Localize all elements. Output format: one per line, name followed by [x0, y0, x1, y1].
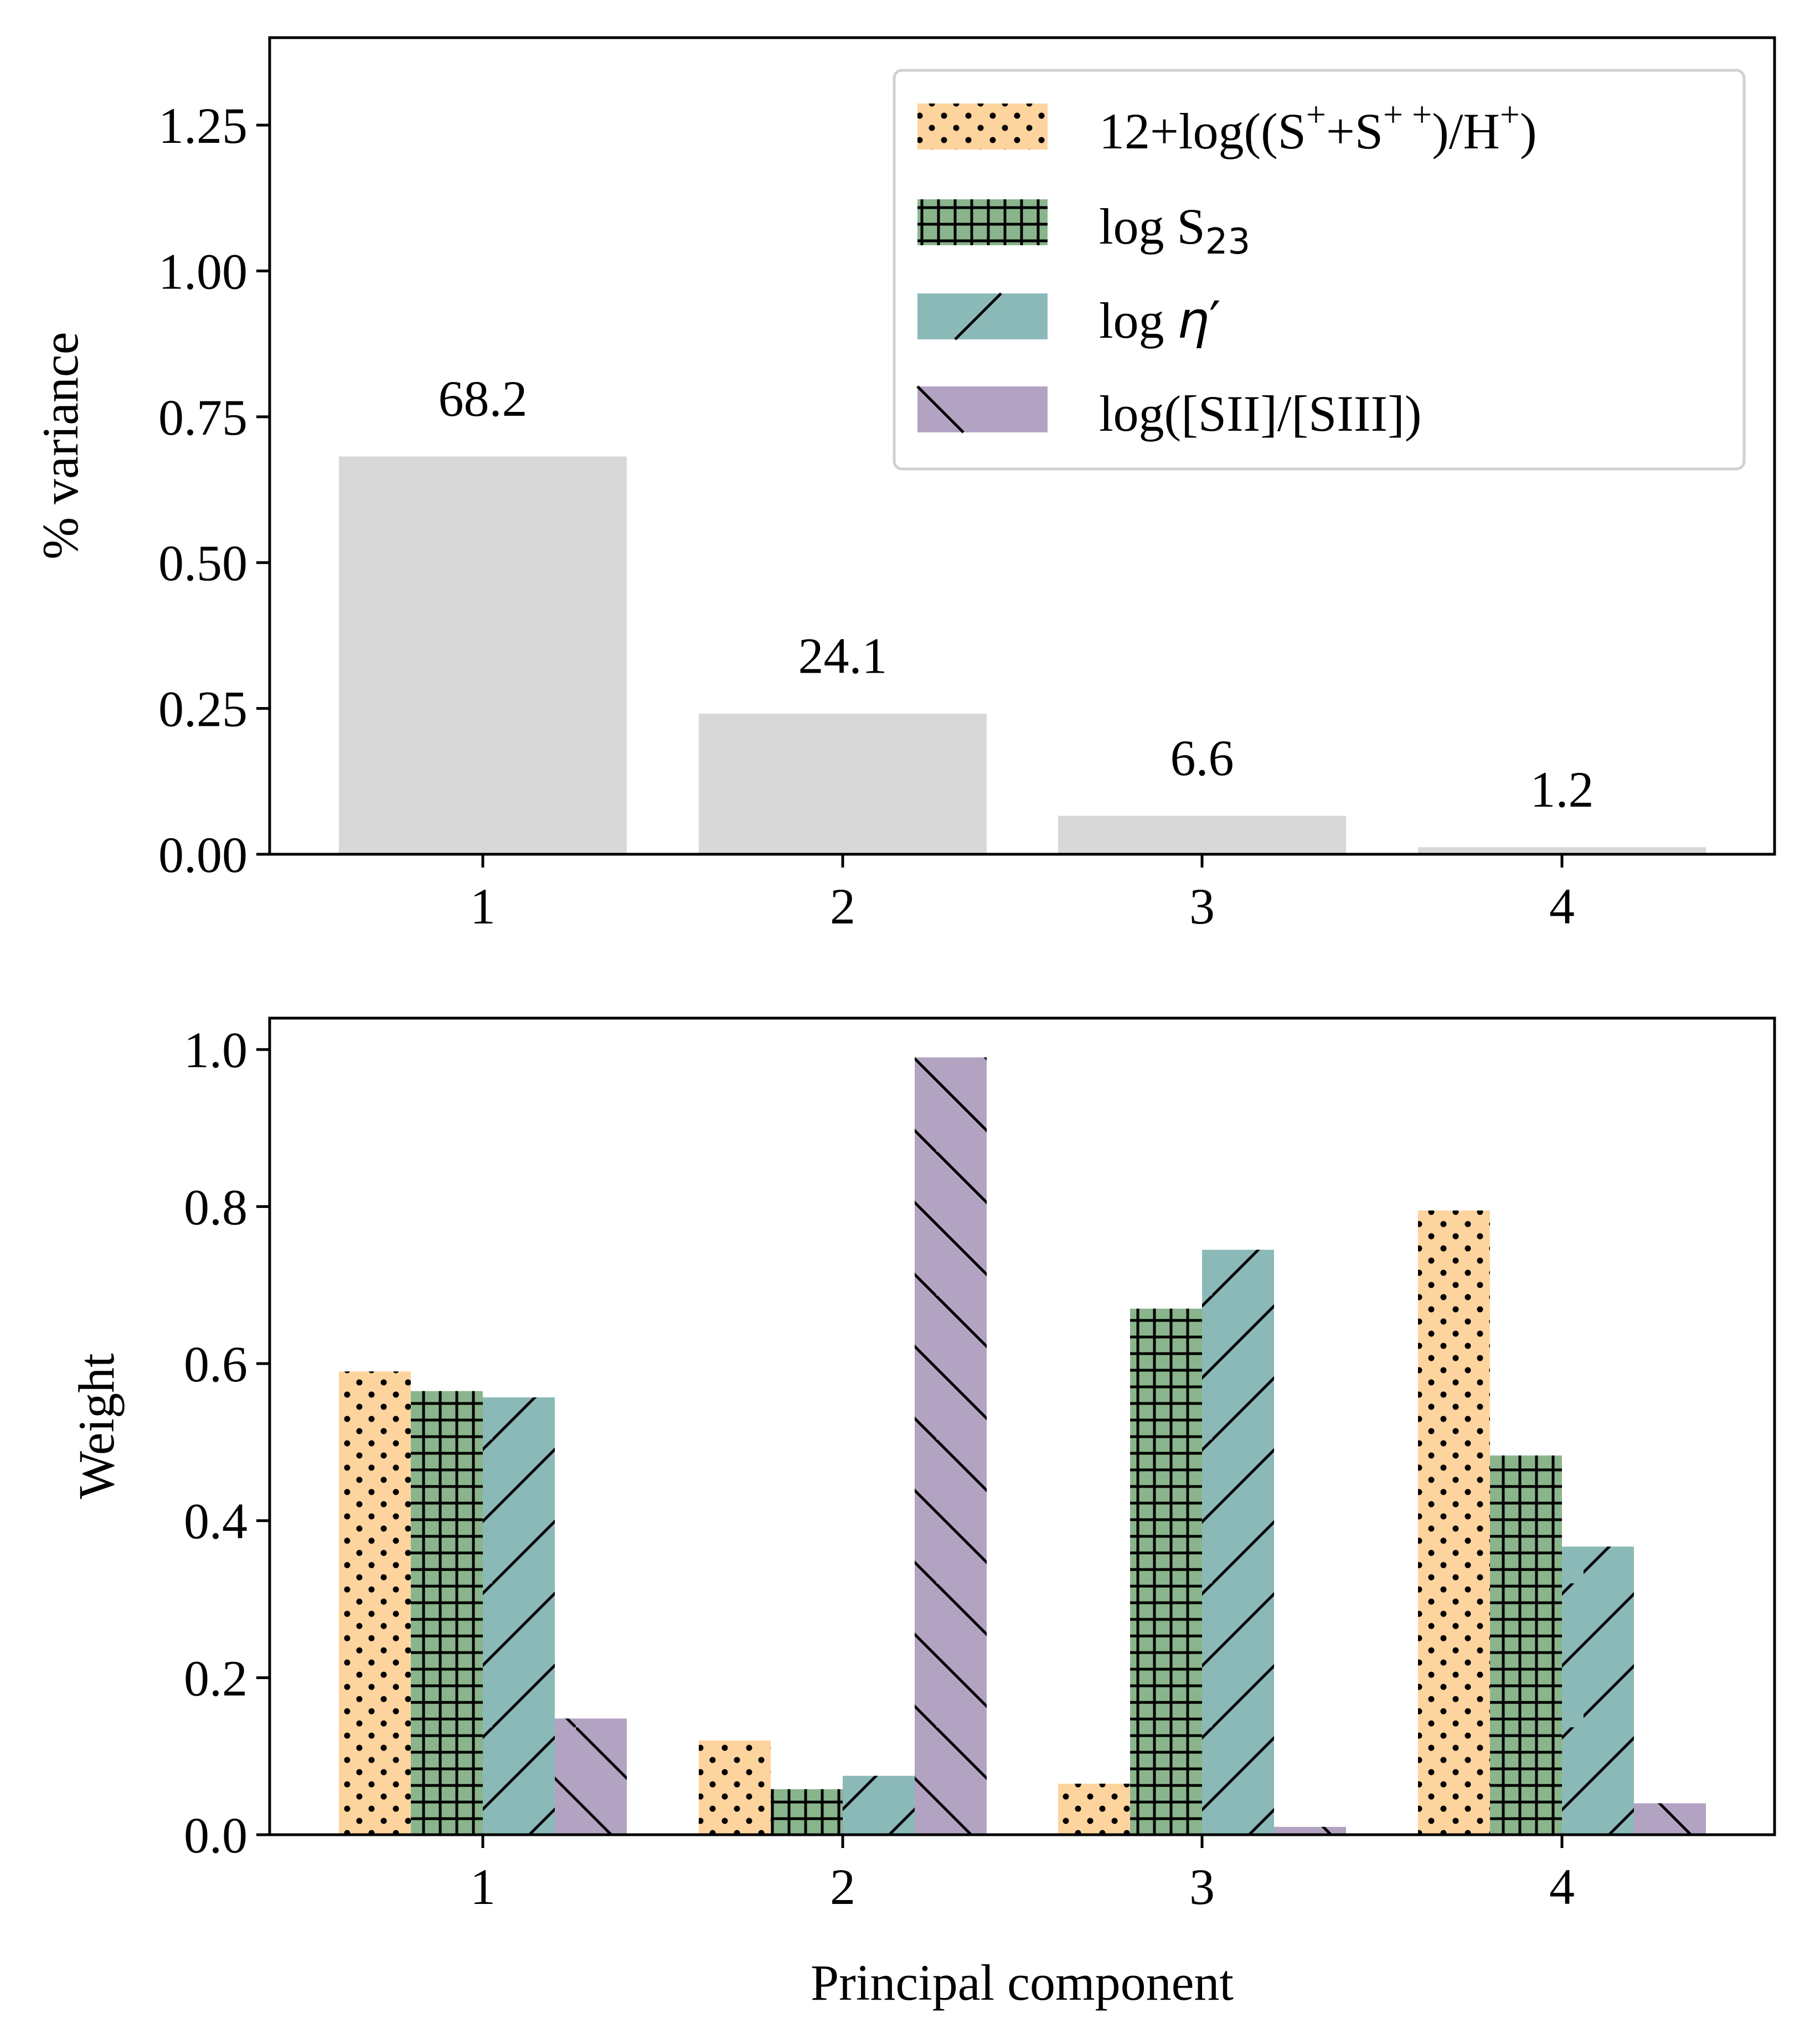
weight-bar-hatch-dots-pc2	[699, 1740, 771, 1835]
legend-label-log-s23: log S23	[1099, 198, 1250, 262]
weights-y-ticks	[256, 1048, 270, 1836]
legend: 12+log((S++S+ +)/H+) log S23 log η′ log(…	[893, 69, 1746, 471]
legend-text-part: log S	[1099, 198, 1205, 255]
legend-box	[893, 69, 1746, 471]
legend-label-sii-siii: log([SII]/[SIII])	[1099, 385, 1421, 442]
y-tick-label-3: 0.75	[158, 389, 247, 446]
variance-bar-2	[699, 714, 987, 854]
y-tick-label-2: 0.50	[158, 535, 247, 591]
weight-bar-hatch-grid-pc2	[771, 1789, 843, 1835]
variance-panel: 68.2 24.1 6.6 1.2 0.00 0.25 0.50 0.75 1.…	[32, 36, 1776, 935]
y-tick-label-0: 0.00	[158, 827, 247, 883]
legend-text-part: )	[1520, 103, 1537, 159]
legend-entry-sii-siii: log([SII]/[SIII])	[916, 385, 1421, 442]
legend-label-sulfur-abundance: 12+log((S++S+ +)/H+)	[1099, 95, 1537, 159]
legend-text-part: +S	[1326, 103, 1383, 159]
legend-superscript: + +	[1383, 95, 1432, 134]
legend-swatch-hatch-backslash	[916, 385, 965, 433]
bar-label-1: 68.2	[439, 370, 528, 427]
w-x-tick-label-3: 3	[1189, 1859, 1215, 1915]
weights-y-tick-labels: 0.0 0.2 0.4 0.6 0.8 1.0	[184, 1022, 247, 1864]
variance-bar-4	[1418, 847, 1706, 854]
legend-prime: ′	[1209, 291, 1221, 350]
legend-label-log-eta: log η′	[1099, 291, 1221, 350]
y-tick-label-5: 1.25	[158, 97, 247, 154]
weights-axes-frame	[268, 1016, 1776, 1836]
w-y-tick-label-5: 1.0	[184, 1022, 247, 1078]
w-y-tick-label-0: 0.0	[184, 1807, 247, 1864]
legend-text-part: )/H	[1432, 103, 1500, 159]
legend-text-part: log	[1099, 292, 1177, 349]
legend-text-part: 12+log((S	[1099, 103, 1306, 159]
w-x-tick-label-1: 1	[470, 1859, 496, 1915]
y-tick-label-1: 0.25	[158, 681, 247, 737]
weight-bar-hatch-backslash-pc1	[555, 1718, 627, 1835]
weight-bar-hatch-slash-pc4	[1562, 1546, 1634, 1835]
weight-bar-hatch-backslash-pc4	[1634, 1803, 1706, 1835]
variance-y-axis-label: % variance	[32, 332, 89, 559]
legend-italic-eta: η	[1177, 291, 1209, 350]
legend-swatch-log-eta	[917, 293, 1048, 339]
weight-bar-hatch-dots-pc4	[1418, 1210, 1490, 1835]
weight-bar-hatch-backslash-pc2	[915, 1057, 987, 1835]
variance-bar-3	[1058, 815, 1346, 854]
variance-x-tick-labels: 1 2 3 4	[470, 878, 1575, 935]
w-y-tick-label-4: 0.8	[184, 1179, 247, 1235]
w-y-tick-label-2: 0.4	[184, 1493, 247, 1550]
variance-y-tick-labels: 0.00 0.25 0.50 0.75 1.00 1.25	[158, 97, 247, 883]
x-tick-label-3: 3	[1189, 878, 1215, 935]
variance-y-ticks	[256, 123, 270, 856]
legend-entry-sulfur-abundance: 12+log((S++S+ +)/H+)	[917, 95, 1537, 159]
w-x-tick-label-2: 2	[830, 1859, 855, 1915]
weight-bars	[339, 1057, 1706, 1835]
weight-bar-hatch-slash-pc3	[1202, 1250, 1274, 1835]
w-x-tick-label-4: 4	[1549, 1859, 1575, 1915]
weights-y-axis-label: Weight	[68, 1353, 125, 1499]
legend-subscript: 23	[1205, 221, 1250, 262]
weights-x-tick-labels: 1 2 3 4	[470, 1859, 1575, 1915]
legend-swatch-hatch-dots	[917, 104, 1048, 149]
weight-bar-hatch-grid-pc4	[1490, 1455, 1562, 1835]
x-tick-label-4: 4	[1549, 878, 1575, 935]
bar-label-2: 24.1	[798, 628, 888, 684]
variance-bar-1	[339, 456, 627, 854]
w-y-tick-label-1: 0.2	[184, 1650, 247, 1706]
variance-x-ticks	[481, 854, 1564, 868]
weight-bar-hatch-dots-pc3	[1058, 1783, 1130, 1835]
x-tick-label-2: 2	[830, 878, 855, 935]
weights-x-axis-label: Principal component	[811, 1954, 1234, 2011]
variance-bars	[339, 456, 1706, 854]
weight-bar-hatch-slash-pc2	[843, 1775, 915, 1835]
legend-swatch-hatch-grid	[917, 199, 1048, 245]
weight-bar-hatch-dots-pc1	[339, 1371, 411, 1835]
w-y-tick-label-3: 0.6	[184, 1336, 247, 1392]
weight-bar-hatch-grid-pc3	[1130, 1308, 1202, 1835]
weight-bar-hatch-slash-pc1	[483, 1397, 555, 1835]
weights-panel: 0.0 0.2 0.4 0.6 0.8 1.0 1 2 3 4 Weight P…	[68, 1016, 1776, 2011]
weight-bar-hatch-grid-pc1	[411, 1391, 483, 1835]
variance-bar-labels: 68.2 24.1 6.6 1.2	[439, 370, 1594, 818]
legend-superscript: +	[1306, 95, 1326, 134]
legend-superscript: +	[1500, 95, 1520, 134]
weights-x-ticks	[481, 1835, 1564, 1848]
bar-label-3: 6.6	[1170, 730, 1234, 786]
legend-entry-log-eta: log η′	[917, 291, 1221, 350]
bar-label-4: 1.2	[1530, 761, 1594, 818]
x-tick-label-1: 1	[470, 878, 496, 935]
legend-swatch-hatch-slash	[954, 292, 1002, 340]
legend-swatch-sii-siii	[917, 386, 1048, 432]
weight-bar-hatch-backslash-pc3	[1274, 1826, 1346, 1835]
variance-axes-frame	[268, 36, 1776, 856]
y-tick-label-4: 1.00	[158, 243, 247, 300]
legend-entry-log-s23: log S23	[917, 198, 1250, 262]
